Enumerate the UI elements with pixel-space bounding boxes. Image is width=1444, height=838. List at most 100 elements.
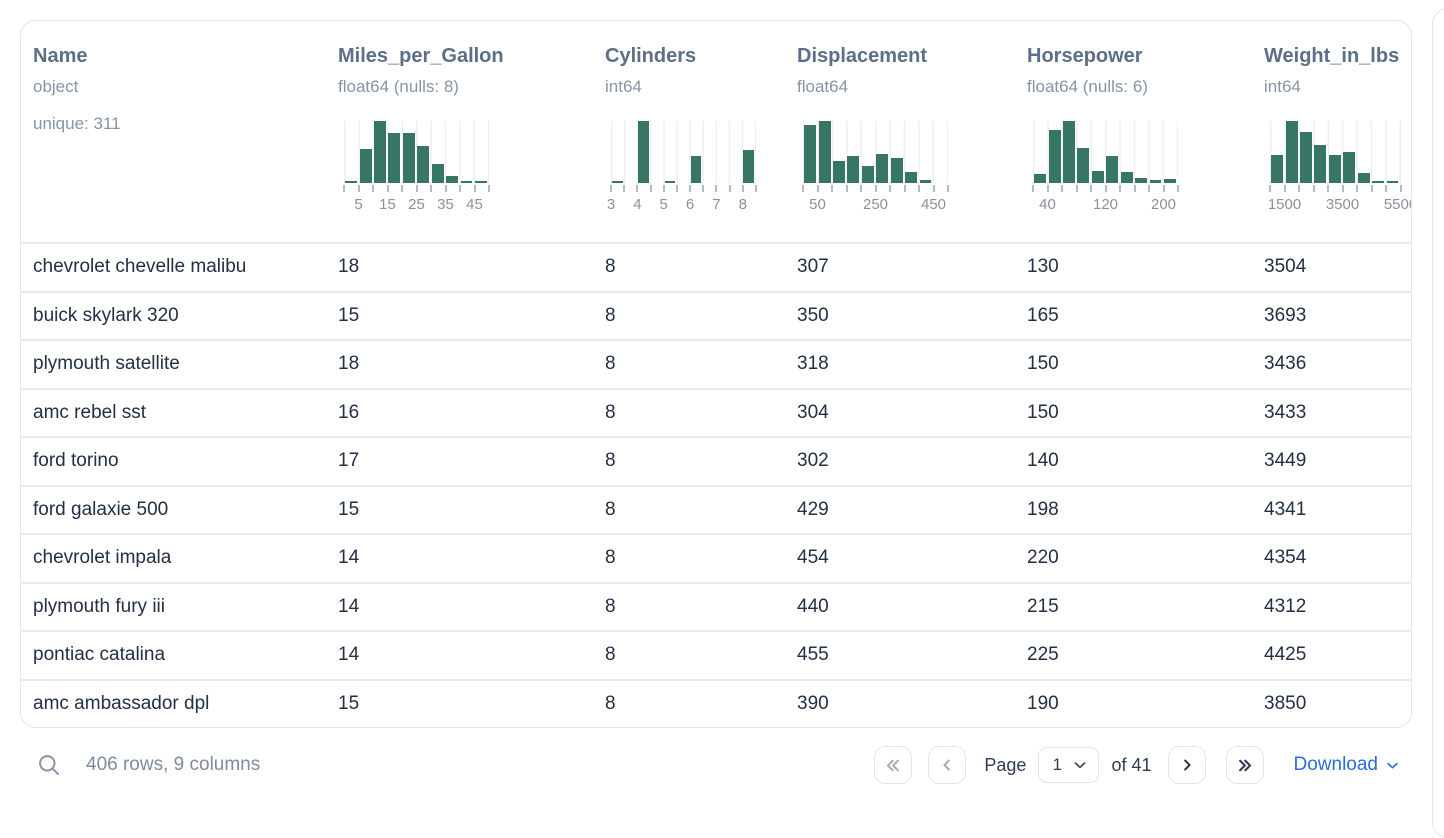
hist-bar: [1314, 145, 1327, 183]
table-cell: 14: [338, 547, 360, 569]
column-header-horsepower[interactable]: Horsepower float64 (nulls: 6) 40 120 200: [1027, 21, 1264, 242]
chevron-right-icon: [1183, 759, 1191, 771]
hist-bar: [417, 146, 430, 183]
axis-tick-label: 3: [606, 196, 616, 213]
hist-bin: [889, 121, 903, 183]
page: { "accent_colors": { "histogram_bar": "#…: [20, 8, 1444, 838]
page-select[interactable]: 1: [1038, 747, 1100, 783]
table-cell: 8: [605, 644, 616, 666]
column-header-cylinders[interactable]: Cylinders int64 3 4 5 6 7 8: [605, 21, 797, 242]
hist-bin: [817, 121, 831, 183]
axis-tick: [1075, 185, 1078, 192]
table-cell: 165: [1027, 304, 1059, 326]
hist-bar: [743, 150, 754, 183]
download-button[interactable]: Download: [1294, 754, 1401, 776]
column-header-miles_per_gallon[interactable]: Miles_per_Gallon float64 (nulls: 8) 5 15 25 3…: [338, 21, 605, 242]
table-row[interactable]: plymouth satellite 18 8 318 150 3436: [21, 339, 1411, 388]
table-cell: 140: [1027, 450, 1059, 472]
hist-bin: [690, 121, 703, 183]
hist-bar: [1386, 181, 1399, 183]
table-row[interactable]: chevrolet impala 14 8 454 220 4354: [21, 533, 1411, 582]
hist-bar: [474, 181, 487, 183]
hist-bar: [1063, 121, 1075, 183]
table-body: chevrolet chevelle malibu 18 8 307 130 3504 bu…: [21, 242, 1411, 727]
axis-tick-label: 40: [1039, 196, 1056, 213]
hist-bin: [624, 121, 637, 183]
table-cell: 4341: [1264, 498, 1307, 520]
axis-tick-label: 15: [379, 196, 396, 213]
table-cell: 318: [797, 353, 829, 375]
table-cell: 15: [338, 498, 360, 520]
hist-bin: [1163, 121, 1177, 183]
hist-bar: [431, 164, 444, 183]
next-page-button[interactable]: [1167, 746, 1206, 784]
hist-bin: [1119, 121, 1133, 183]
table-cell: pontiac catalina: [33, 644, 166, 666]
histogram-bars: [344, 121, 489, 183]
table-cell: 8: [605, 304, 616, 326]
table-cell: 8: [605, 450, 616, 472]
hist-bin: [933, 121, 947, 183]
table-row[interactable]: ford galaxie 500 15 8 429 198 4341: [21, 484, 1411, 533]
table-cell: 8: [605, 595, 616, 617]
axis-tick: [1119, 185, 1121, 192]
hist-bin: [1313, 121, 1327, 183]
hist-bar: [612, 181, 623, 183]
hist-bar: [664, 181, 676, 183]
table-cell: 215: [1027, 595, 1059, 617]
hist-bin: [1342, 121, 1356, 183]
table-cell: amc rebel sst: [33, 401, 146, 423]
hist-bin: [430, 121, 444, 183]
axis-tick: [1177, 185, 1179, 192]
search-button[interactable]: [37, 753, 61, 777]
axis-tick: [1104, 185, 1107, 192]
table-row[interactable]: plymouth fury iii 14 8 440 215 4312: [21, 581, 1411, 630]
column-histogram: 1500 3500 5500: [1268, 121, 1411, 214]
axis-tick-label: 50: [809, 196, 826, 213]
hist-bar: [919, 180, 932, 183]
hist-bar: [1106, 156, 1119, 183]
axis-tick: [415, 185, 418, 192]
hist-bar: [374, 121, 386, 183]
histogram-axis-labels: 5 15 25 35 45: [344, 196, 489, 214]
table-row[interactable]: pontiac catalina 14 8 455 225 4425: [21, 630, 1411, 679]
column-unique-count: unique: 311: [33, 114, 121, 133]
hist-bar: [1149, 180, 1162, 183]
column-header-name[interactable]: Name object unique: 311: [33, 21, 338, 242]
table-row[interactable]: ford torino 17 8 302 140 3449: [21, 436, 1411, 485]
hist-bar: [861, 166, 874, 183]
table-cell: 429: [797, 498, 829, 520]
hist-bin: [445, 121, 459, 183]
hist-bin: [1328, 121, 1342, 183]
table-cell: 350: [797, 304, 829, 326]
hist-bin: [373, 121, 387, 183]
hist-bar: [345, 181, 358, 183]
table-cell: plymouth fury iii: [33, 595, 165, 617]
axis-tick: [816, 185, 819, 192]
table-row[interactable]: buick skylark 320 15 8 350 165 3693: [21, 290, 1411, 339]
footer-pagination: Page 1 of 41 Download: [874, 746, 1400, 784]
table-header-row: Name object unique: 311 Miles_per_Gallon flo…: [21, 21, 1411, 242]
double-chevron-left-icon: [886, 759, 899, 771]
column-dtype: float64 (nulls: 6): [1027, 77, 1148, 96]
axis-tick: [1032, 185, 1034, 192]
axis-tick: [459, 185, 461, 192]
first-page-button[interactable]: [874, 746, 913, 784]
table-row[interactable]: amc ambassador dpl 15 8 390 190 3850: [21, 678, 1411, 727]
axis-tick: [1399, 185, 1402, 192]
table-cell: 220: [1027, 547, 1059, 569]
table-cell: 16: [338, 401, 360, 423]
axis-tick: [755, 185, 757, 192]
column-header-weight_in_lbs[interactable]: Weight_in_lbs int64 1500 3500 5500: [1264, 21, 1411, 242]
column-header-displacement[interactable]: Displacement float64 50 250 450: [797, 21, 1027, 242]
axis-tick: [473, 185, 476, 192]
axis-tick-label: 200: [1150, 196, 1177, 213]
hist-bar: [1120, 172, 1133, 183]
prev-page-button[interactable]: [928, 746, 967, 784]
last-page-button[interactable]: [1225, 746, 1264, 784]
table-row[interactable]: amc rebel sst 16 8 304 150 3433: [21, 387, 1411, 436]
table-cell: 3850: [1264, 692, 1307, 714]
axis-tick: [1269, 185, 1271, 192]
table-row[interactable]: chevrolet chevelle malibu 18 8 307 130 3504: [21, 242, 1411, 291]
hist-bin: [637, 121, 650, 183]
